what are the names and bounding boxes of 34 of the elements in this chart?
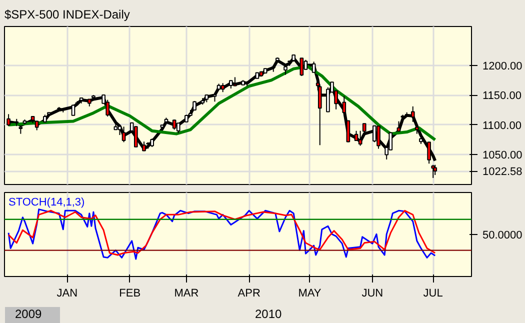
y-tick-label: 1150.00 [482, 90, 522, 102]
candlestick [396, 120, 401, 132]
x-tick-label: JAN [56, 288, 78, 300]
x-tick-label: JUL [423, 288, 443, 300]
x-tick-label: MAR [174, 288, 199, 300]
candlestick [312, 61, 316, 73]
y-tick-label: 1050.00 [482, 150, 522, 162]
y-tick-label: 1022.58 [482, 166, 522, 178]
candlestick [118, 124, 122, 136]
candlestick [372, 124, 376, 143]
candlestick [433, 164, 438, 176]
candlestick [376, 126, 380, 150]
candlestick [346, 120, 350, 143]
chart-title: STOCH(14,1,3) [8, 196, 85, 208]
y-tick-label: 1200.00 [482, 60, 522, 72]
chart-title: $SPX-500 INDEX-Daily [4, 8, 130, 22]
candlestick [34, 120, 39, 131]
candlestick [176, 122, 180, 134]
candlestick [318, 84, 322, 146]
candlestick [410, 106, 415, 122]
x-tick-label: MAY [298, 288, 322, 300]
candlestick [71, 104, 76, 116]
candlestick [172, 119, 176, 130]
x-tick-label: FEB [119, 288, 141, 300]
candlestick [134, 126, 138, 148]
x-tick-label: JUN [362, 288, 384, 300]
candlestick [342, 96, 346, 116]
text: 50.0000 [482, 230, 522, 242]
text: 2010 [255, 307, 282, 321]
y-tick-label: 1100.00 [482, 120, 522, 132]
candlestick [354, 130, 358, 142]
x-tick-label: APR [238, 288, 260, 300]
candlestick [122, 126, 126, 143]
text: 2009 [15, 307, 42, 321]
